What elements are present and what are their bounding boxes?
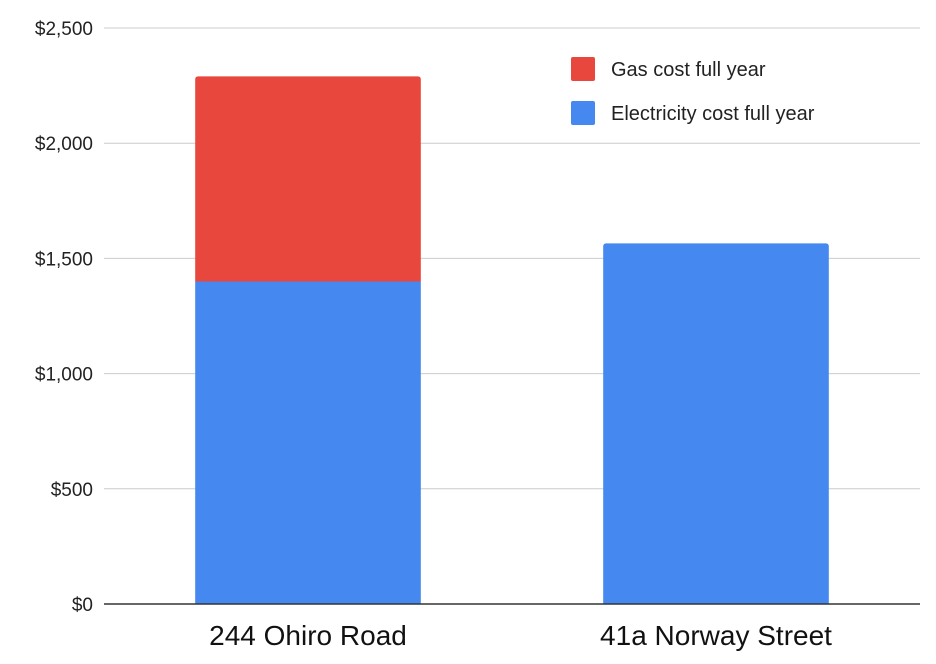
bar-electricity-cost-full-year [603,243,829,604]
legend: Gas cost full year Electricity cost full … [571,57,815,125]
y-tick-label: $1,500 [35,249,93,270]
y-axis-tick-labels: $0 $500 $1,000 $1,500 $2,000 $2,500 [35,19,93,616]
x-category-label: 244 Ohiro Road [209,620,407,651]
y-tick-label: $1,000 [35,365,93,386]
x-axis-category-labels: 244 Ohiro Road 41a Norway Street [209,620,832,651]
y-tick-label: $2,500 [35,19,93,40]
y-tick-label: $0 [72,595,93,616]
y-tick-label: $500 [51,480,93,501]
y-tick-label: $2,000 [35,134,93,155]
bar-gas-cost-full-year [195,76,421,282]
x-category-label: 41a Norway Street [600,620,832,651]
legend-label: Electricity cost full year [611,103,815,125]
legend-swatch [571,101,595,125]
bar-electricity-cost-full-year [195,281,421,604]
legend-swatch [571,57,595,81]
bars [195,76,829,604]
legend-label: Gas cost full year [611,59,766,81]
